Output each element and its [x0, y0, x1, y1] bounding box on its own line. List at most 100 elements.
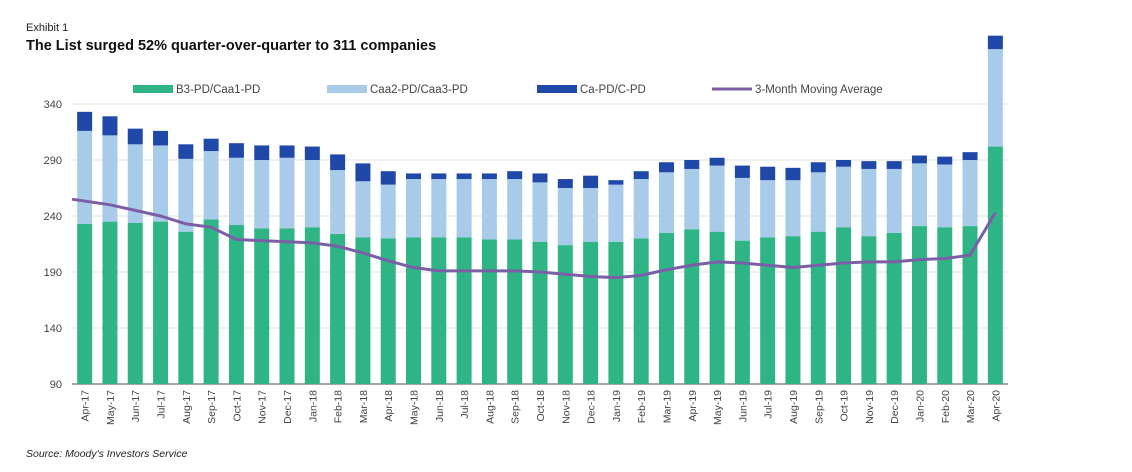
bar-segment: [937, 227, 953, 384]
bar-segment: [684, 229, 700, 384]
bar-segment: [937, 156, 953, 165]
bar-segment: [127, 128, 143, 145]
legend-label: Ca-PD/C-PD: [580, 84, 646, 96]
bar-segment: [987, 146, 1003, 384]
x-tick-label: Jun-18: [434, 390, 446, 422]
bar-segment: [178, 144, 194, 159]
bar-segment: [658, 232, 674, 384]
bar-segment: [937, 164, 953, 228]
bar-segment: [532, 182, 548, 242]
x-tick-label: May-17: [105, 390, 117, 425]
bar-segment: [431, 237, 447, 384]
bar-segment: [861, 161, 877, 169]
bar-segment: [507, 171, 523, 180]
bar-segment: [886, 168, 902, 233]
bar-segment: [228, 143, 244, 158]
bar-segment: [380, 171, 396, 185]
x-tick-label: Apr-19: [687, 390, 699, 422]
bar-segment: [254, 145, 270, 160]
x-tick-label: Mar-20: [965, 390, 977, 423]
bar-segment: [431, 179, 447, 238]
bar-segment: [153, 130, 169, 146]
exhibit-label: Exhibit 1: [26, 22, 69, 34]
bar-segment: [355, 163, 371, 182]
bar-segment: [178, 158, 194, 232]
y-tick-label: 90: [50, 379, 62, 391]
bar-segment: [583, 188, 599, 242]
x-tick-label: Sep-17: [206, 390, 218, 424]
bar-segment: [962, 226, 978, 384]
bar-segment: [77, 223, 93, 384]
x-tick-label: Dec-18: [586, 390, 598, 424]
bar-segment: [406, 179, 422, 238]
bar-segment: [557, 245, 573, 384]
bar-segment: [77, 111, 93, 131]
bar-segment: [355, 237, 371, 384]
x-tick-label: Nov-18: [560, 390, 572, 424]
bar-segment: [785, 236, 801, 384]
bar-segment: [330, 233, 346, 384]
bar-segment: [886, 161, 902, 169]
bar-segment: [203, 138, 219, 152]
y-tick-label: 140: [44, 323, 62, 335]
x-tick-label: Feb-20: [940, 390, 952, 423]
bar-segment: [911, 226, 927, 384]
legend-label: B3-PD/Caa1-PD: [176, 84, 260, 96]
bar-segment: [557, 179, 573, 188]
bar-segment: [406, 237, 422, 384]
x-tick-label: Dec-17: [282, 390, 294, 424]
bar-segment: [785, 167, 801, 181]
bar-segment: [785, 180, 801, 237]
bar-segment: [228, 157, 244, 225]
legend-label: Caa2-PD/Caa3-PD: [370, 84, 468, 96]
x-tick-label: Oct-19: [839, 390, 851, 422]
source-note: Source: Moody's Investors Service: [26, 448, 188, 460]
bar-segment: [861, 236, 877, 384]
bar-segment: [507, 239, 523, 384]
bar-segment: [507, 179, 523, 240]
legend-swatch: [133, 85, 173, 93]
y-tick-label: 240: [44, 211, 62, 223]
bar-segment: [658, 172, 674, 233]
bar-segment: [330, 154, 346, 171]
bar-segment: [557, 188, 573, 246]
bar-segment: [633, 179, 649, 239]
bar-segment: [608, 180, 624, 185]
x-tick-label: Mar-19: [661, 390, 673, 423]
bar-segment: [962, 160, 978, 227]
bar-segment: [987, 49, 1003, 147]
bar-segment: [481, 239, 497, 384]
bar-segment: [709, 231, 725, 384]
bar-segment: [304, 227, 320, 384]
x-tick-label: Jan-19: [611, 390, 623, 422]
bar-segment: [279, 145, 295, 158]
x-tick-label: Feb-18: [333, 390, 345, 423]
bar-segment: [456, 173, 472, 180]
bar-segment: [836, 160, 852, 167]
bar-segment: [633, 171, 649, 180]
bar-segment: [431, 173, 447, 180]
bar-segment: [709, 165, 725, 232]
bar-segment: [684, 160, 700, 169]
bar-segment: [836, 166, 852, 228]
bar-segment: [810, 162, 826, 173]
x-tick-label: Jan-20: [914, 390, 926, 422]
x-tick-label: Sep-18: [510, 390, 522, 424]
bar-segment: [481, 173, 497, 180]
x-tick-label: Jul-19: [763, 390, 775, 419]
x-tick-label: Jun-19: [737, 390, 749, 422]
bar-segment: [77, 130, 93, 224]
x-tick-label: Oct-18: [535, 390, 547, 422]
y-tick-label: 340: [44, 99, 62, 111]
x-tick-label: Apr-17: [80, 390, 92, 422]
bar-segment: [127, 222, 143, 384]
bar-segment: [355, 181, 371, 238]
x-tick-label: May-19: [712, 390, 724, 425]
bar-segment: [987, 35, 1003, 50]
bar-segment: [178, 231, 194, 384]
y-tick-label: 190: [44, 267, 62, 279]
bar-segment: [456, 179, 472, 238]
bar-segment: [861, 168, 877, 237]
